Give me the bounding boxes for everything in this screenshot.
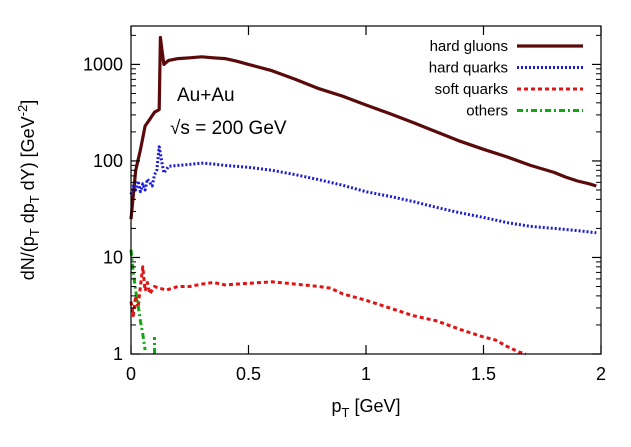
y-tick-label: 1000 xyxy=(83,54,123,74)
legend-label: soft quarks xyxy=(435,81,508,98)
annotation-collision-system: Au+Au xyxy=(177,85,235,106)
x-tick-label: 1.5 xyxy=(471,364,496,384)
y-tick-label: 1 xyxy=(113,344,123,364)
series-line-hard-gluons xyxy=(129,35,597,220)
series-line-soft-quarks xyxy=(129,265,527,356)
x-tick-label: 0 xyxy=(126,364,136,384)
axis-ticks-group: 0 0.5 1 1.5 2 1 10 100 1000 xyxy=(83,26,606,384)
legend: hard gluons hard quarks soft quarks others xyxy=(429,38,583,120)
x-tick-label: 1 xyxy=(361,364,371,384)
x-axis-title: pT [GeV] xyxy=(332,396,401,420)
series-line-others xyxy=(129,249,147,351)
legend-label: hard gluons xyxy=(430,38,508,55)
annotation-energy: √s = 200 GeV xyxy=(170,118,287,139)
x-tick-label: 0.5 xyxy=(236,364,261,384)
plot-series-group xyxy=(129,35,597,356)
y-tick-label: 100 xyxy=(93,151,123,171)
y-tick-label: 10 xyxy=(103,247,123,267)
plot-frame xyxy=(130,25,602,355)
legend-label: hard quarks xyxy=(429,60,508,77)
x-tick-label: 2 xyxy=(596,364,606,384)
legend-label: others xyxy=(466,103,508,120)
series-line-hard-quarks xyxy=(129,145,597,235)
y-axis-title: dN/(pT dpT dY) [GeV-2] xyxy=(15,100,42,281)
